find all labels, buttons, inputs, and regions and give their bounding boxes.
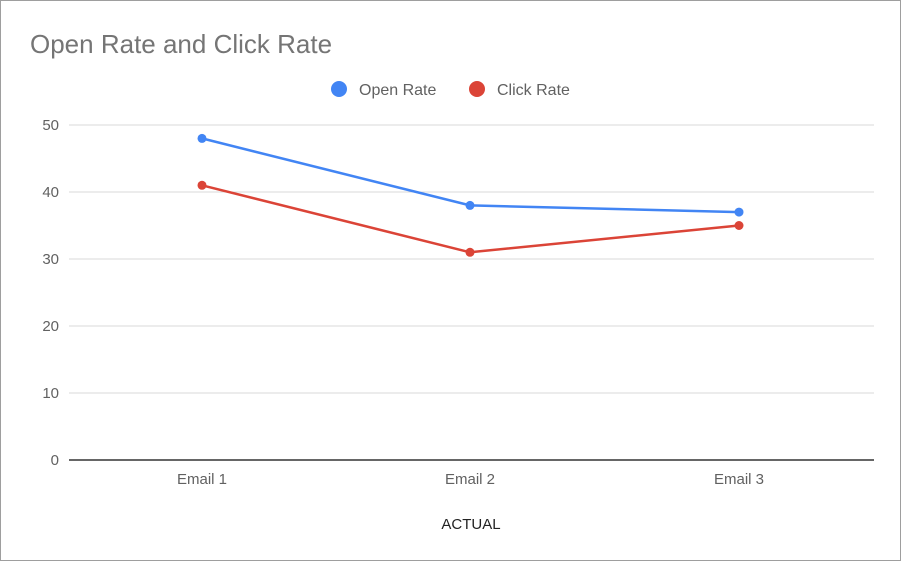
x-tick-label: Email 3 bbox=[714, 471, 764, 488]
data-point bbox=[465, 247, 475, 257]
x-tick-label: Email 1 bbox=[177, 471, 227, 488]
legend-label: Open Rate bbox=[359, 82, 436, 99]
series-line-click-rate bbox=[201, 184, 740, 254]
y-tick-label: 50 bbox=[42, 117, 59, 134]
legend-label: Click Rate bbox=[497, 82, 570, 99]
chart-title: Open Rate and Click Rate bbox=[30, 29, 333, 59]
y-tick-label: 20 bbox=[42, 318, 59, 335]
y-tick-label: 40 bbox=[42, 184, 59, 201]
legend-marker bbox=[331, 81, 347, 97]
x-axis-label: ACTUAL bbox=[441, 516, 500, 533]
data-point bbox=[197, 133, 207, 143]
data-point bbox=[465, 200, 475, 210]
legend-marker bbox=[469, 81, 485, 97]
y-tick-label: 30 bbox=[42, 251, 59, 268]
y-tick-label: 0 bbox=[51, 452, 59, 469]
data-point bbox=[197, 180, 207, 190]
y-tick-label: 10 bbox=[42, 385, 59, 402]
data-point bbox=[734, 207, 744, 217]
data-point bbox=[734, 221, 744, 230]
x-tick-label: Email 2 bbox=[445, 471, 495, 488]
